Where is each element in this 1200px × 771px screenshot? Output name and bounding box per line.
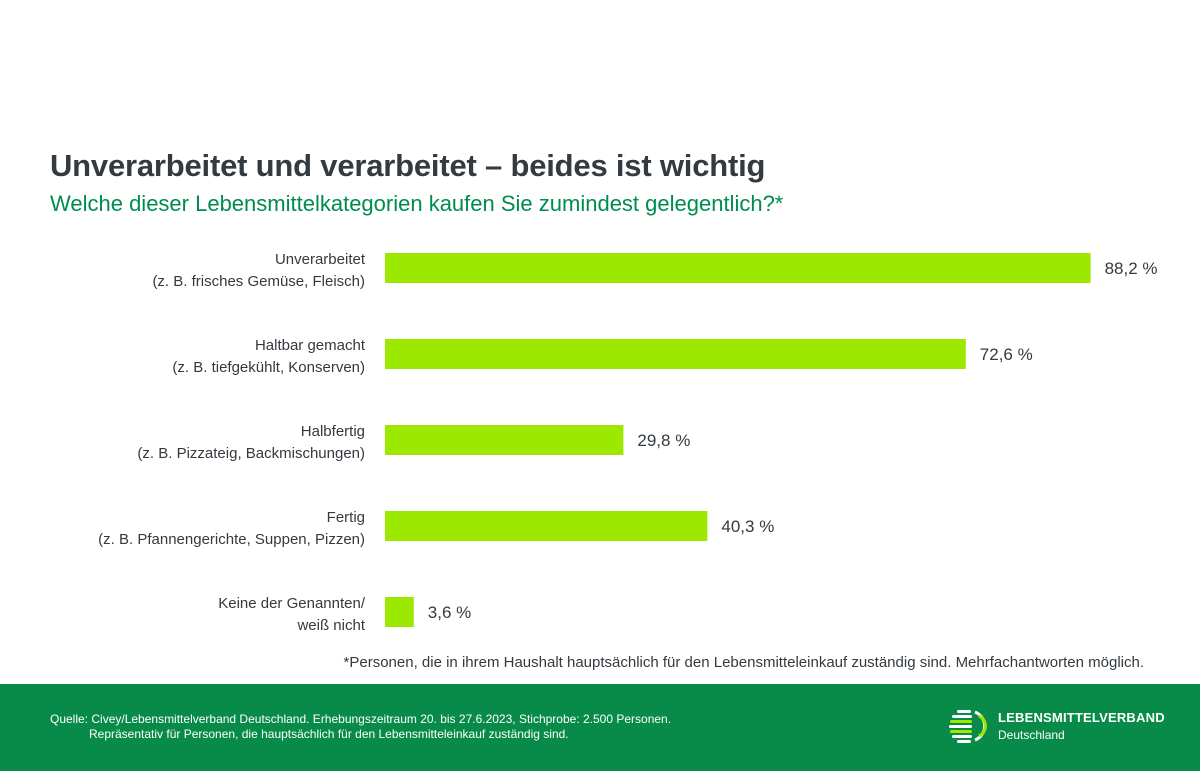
bar-1 [385,253,1091,283]
footer: Quelle: Civey/Lebensmittelverband Deutsc… [0,684,1200,771]
category-label-5-line-2: weiß nicht [296,617,365,634]
source-line-2: Repräsentativ für Personen, die hauptsäc… [89,727,569,741]
value-label-1: 88,2 % [1105,259,1158,278]
chart-subtitle: Welche dieser Lebensmittelkategorien kau… [50,191,784,216]
value-label-3: 29,8 % [637,431,690,450]
source-note: Quelle: Civey/Lebensmittelverband Deutsc… [50,712,671,742]
category-label-1-line-1: Unverarbeitet [275,251,366,268]
footnote: *Personen, die in ihrem Haushalt hauptsä… [343,654,1144,671]
value-label-2: 72,6 % [980,345,1033,364]
chart-title: Unverarbeitet und verarbeitet – beides i… [50,148,766,183]
category-label-1-line-2: (z. B. frisches Gemüse, Fleisch) [152,273,365,290]
category-label-3-line-1: Halbfertig [301,423,365,440]
lebensmittelverband-logo-icon [949,710,987,743]
bar-5 [385,597,414,627]
bar-4 [385,511,708,541]
bar-3 [385,425,624,455]
category-label-2-line-2: (z. B. tiefgekühlt, Konserven) [172,359,365,376]
value-label-5: 3,6 % [428,603,471,622]
brand-name: LEBENSMITTELVERBAND [998,710,1165,725]
category-label-2-line-1: Haltbar gemacht [255,337,366,354]
brand-subtitle: Deutschland [998,728,1065,742]
category-label-3-line-2: (z. B. Pizzateig, Backmischungen) [137,445,365,462]
category-label-4-line-1: Fertig [327,509,365,526]
category-label-4-line-2: (z. B. Pfannengerichte, Suppen, Pizzen) [98,531,365,548]
value-label-4: 40,3 % [721,517,774,536]
category-label-5-line-1: Keine der Genannten/ [218,595,366,612]
bar-chart: 88,2 % Unverarbeitet (z. B. frisches Gemüs… [98,251,1158,634]
bar-2 [385,339,966,369]
source-line-1: Quelle: Civey/Lebensmittelverband Deutsc… [50,712,672,726]
